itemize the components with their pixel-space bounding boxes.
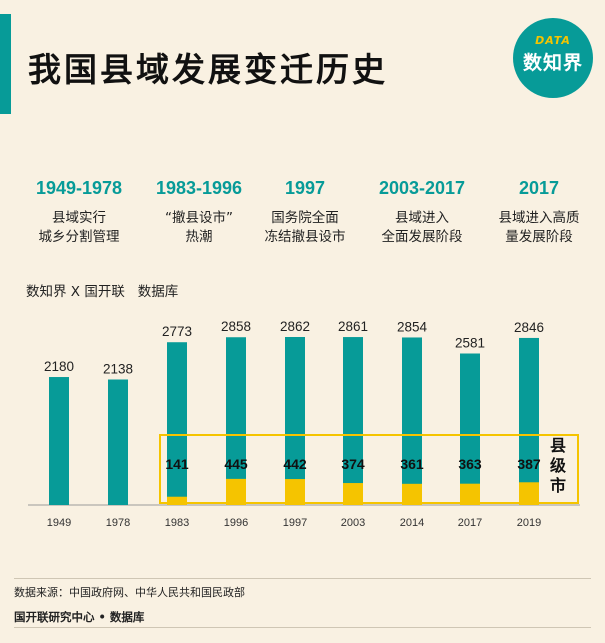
bar-city-label: 387 — [517, 456, 541, 472]
bar-city-label: 445 — [224, 456, 248, 472]
brand-logo: DATA 数知界 — [513, 18, 593, 98]
bar-total — [343, 337, 363, 505]
x-tick-label: 1983 — [165, 517, 189, 529]
period-2: 1983-1996 “撤县设市” 热潮 — [134, 178, 264, 247]
x-tick-label: 1996 — [224, 517, 248, 529]
bar-city-label: 363 — [458, 456, 482, 472]
bar-city — [460, 483, 480, 505]
bar-total — [402, 337, 422, 505]
bar-city-label: 442 — [283, 456, 307, 472]
period-description: 县域进入高质 量发展阶段 — [498, 210, 580, 245]
bar-city-label: 374 — [341, 456, 365, 472]
period-year: 1949-1978 — [35, 178, 123, 198]
x-tick-label: 1949 — [47, 517, 71, 529]
bar-total-label: 2862 — [280, 319, 310, 334]
period-year: 1983-1996 — [155, 178, 243, 198]
bar-total — [108, 379, 128, 505]
accent-bar — [0, 14, 11, 114]
bar-city — [167, 496, 187, 505]
period-description: 县域实行 城乡分割管理 — [38, 210, 120, 245]
bar-total — [285, 337, 305, 505]
period-description: “撤县设市” 热潮 — [165, 210, 233, 245]
city-highlight-box — [159, 434, 579, 504]
period-year: 2003-2017 — [378, 178, 466, 198]
bar-city-label: 141 — [165, 456, 189, 472]
period-4: 2003-2017 县域进入 全面发展阶段 — [357, 178, 487, 247]
bar-total — [49, 377, 69, 505]
bar-total-label: 2854 — [397, 319, 428, 334]
bar-total-label: 2773 — [162, 324, 192, 339]
period-5: 2017 县域进入高质 量发展阶段 — [474, 178, 604, 247]
footer-divider-bottom — [14, 627, 591, 628]
data-source-label: 数知界 X 国开联 数据库 — [26, 284, 179, 300]
x-tick-label: 2003 — [341, 517, 365, 529]
x-tick-label: 1997 — [283, 517, 307, 529]
bar-city — [226, 478, 246, 505]
bar-city — [285, 479, 305, 505]
footer-organization: 国开联研究中心 • 数据库 — [14, 610, 145, 624]
legend-city-char: 级 — [550, 456, 567, 475]
period-year: 2017 — [518, 178, 560, 198]
footer-divider — [14, 578, 591, 579]
footnote: 数据来源：中国政府网、中华人民共和国民政部 — [14, 586, 245, 599]
bar-city — [343, 483, 363, 505]
period-year: 1997 — [284, 178, 326, 198]
county-bar-chart: 2180 1949 2138 1978 2773 141 1983 2858 445 1996 28… — [28, 319, 580, 529]
period-1: 1949-1978 县域实行 城乡分割管理 — [14, 178, 144, 247]
bar-city — [402, 483, 422, 505]
page-title: 我国县域发展变迁历史 — [28, 50, 388, 89]
x-tick-label: 2019 — [517, 517, 541, 529]
bar-total-label: 2581 — [455, 335, 485, 350]
period-3: 1997 国务院全面 冻结撤县设市 — [240, 178, 370, 247]
bar-total-label: 2846 — [514, 320, 544, 335]
bar-city-label: 361 — [400, 456, 424, 472]
legend-city-char: 县 — [550, 436, 566, 455]
x-tick-label: 2014 — [400, 517, 424, 529]
bar-total-label: 2138 — [103, 361, 133, 376]
bar-total-label: 2858 — [221, 319, 251, 334]
period-description: 县域进入 全面发展阶段 — [381, 210, 463, 245]
logo-name: 数知界 — [522, 52, 583, 74]
logo-data-text: DATA — [535, 34, 571, 47]
period-description: 国务院全面 冻结撤县设市 — [264, 210, 346, 245]
bar-city — [519, 482, 539, 505]
bar-total-label: 2861 — [338, 319, 368, 334]
bar-total — [226, 337, 246, 505]
bar-total — [460, 353, 480, 505]
legend-city-char: 市 — [550, 476, 566, 495]
bar-total-label: 2180 — [44, 359, 74, 374]
timeline-periods: 1949-1978 县域实行 城乡分割管理 1983-1996 “撤县设市” 热… — [0, 178, 605, 258]
bar-total — [519, 337, 539, 505]
x-tick-label: 2017 — [458, 517, 482, 529]
x-tick-label: 1978 — [106, 517, 130, 529]
bar-total — [167, 342, 187, 505]
